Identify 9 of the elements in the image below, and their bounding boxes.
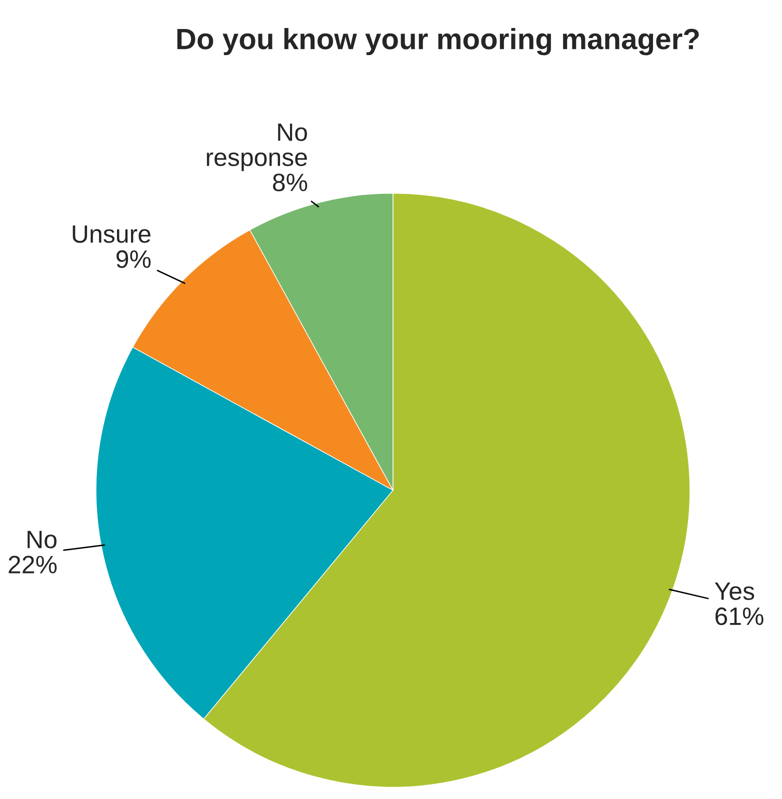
chart-title: Do you know your mooring manager? [177,28,699,56]
slice-label: Yes [714,582,754,600]
slice-label: No response [206,124,307,172]
data-label: 8% [272,174,308,192]
data-label: 9% [116,250,151,268]
slice-label: Unsure [72,225,150,243]
slice-label: No [28,530,56,548]
data-label: 22% [8,556,57,574]
data-label: 61% [716,607,764,626]
